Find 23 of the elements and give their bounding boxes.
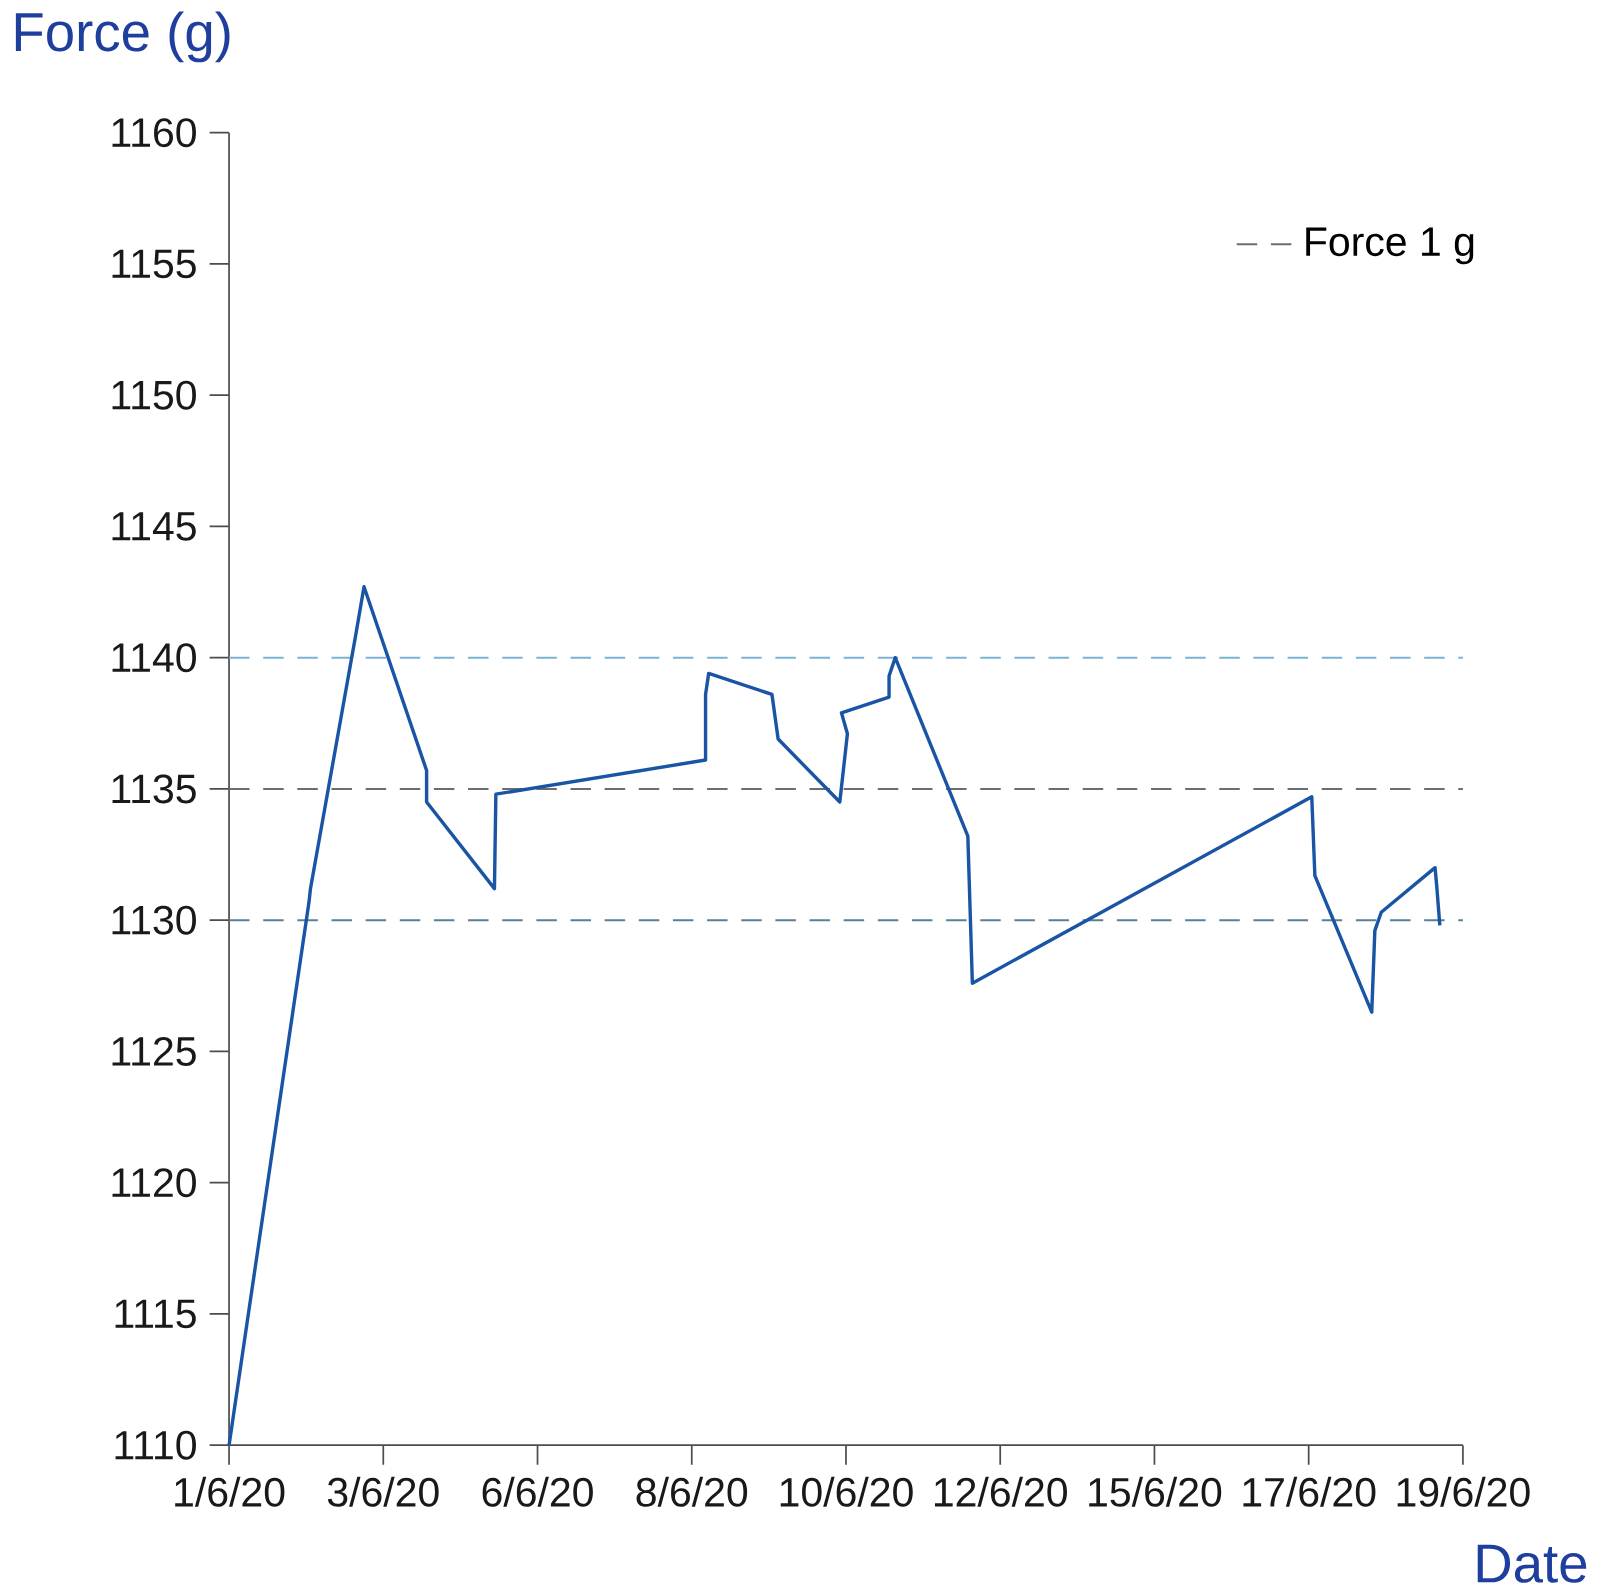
x-tick-label: 19/6/20 <box>1397 1476 1530 1507</box>
x-tick-label: 8/6/20 <box>636 1476 748 1507</box>
y-tick-label: 1160 <box>112 118 196 148</box>
y-tick-label: 1110 <box>115 1430 196 1460</box>
x-tick-label: 17/6/20 <box>1243 1476 1376 1507</box>
y-tick-label: 1120 <box>112 1168 196 1198</box>
x-tick-label: 12/6/20 <box>934 1476 1067 1507</box>
x-tick-label: 15/6/20 <box>1089 1476 1222 1507</box>
y-tick-label: 1130 <box>112 905 196 935</box>
y-tick-label: 1125 <box>112 1036 196 1066</box>
legend-label: Force 1 g <box>1306 227 1474 265</box>
y-tick-label: 1140 <box>112 643 196 673</box>
y-tick-label: 1135 <box>112 774 196 804</box>
x-tick-label: 3/6/20 <box>327 1476 439 1507</box>
x-tick-label: 6/6/20 <box>482 1476 593 1507</box>
y-tick-label: 1150 <box>112 380 196 410</box>
y-axis-title: Force (g) <box>15 11 230 63</box>
x-tick-label: 1/6/20 <box>175 1476 285 1507</box>
y-tick-label: 1145 <box>112 512 196 541</box>
y-tick-label: 1115 <box>115 1299 196 1329</box>
x-axis-title: Date <box>1477 1544 1587 1583</box>
x-tick-label: 10/6/20 <box>780 1476 913 1507</box>
y-tick-label: 1155 <box>112 249 196 279</box>
